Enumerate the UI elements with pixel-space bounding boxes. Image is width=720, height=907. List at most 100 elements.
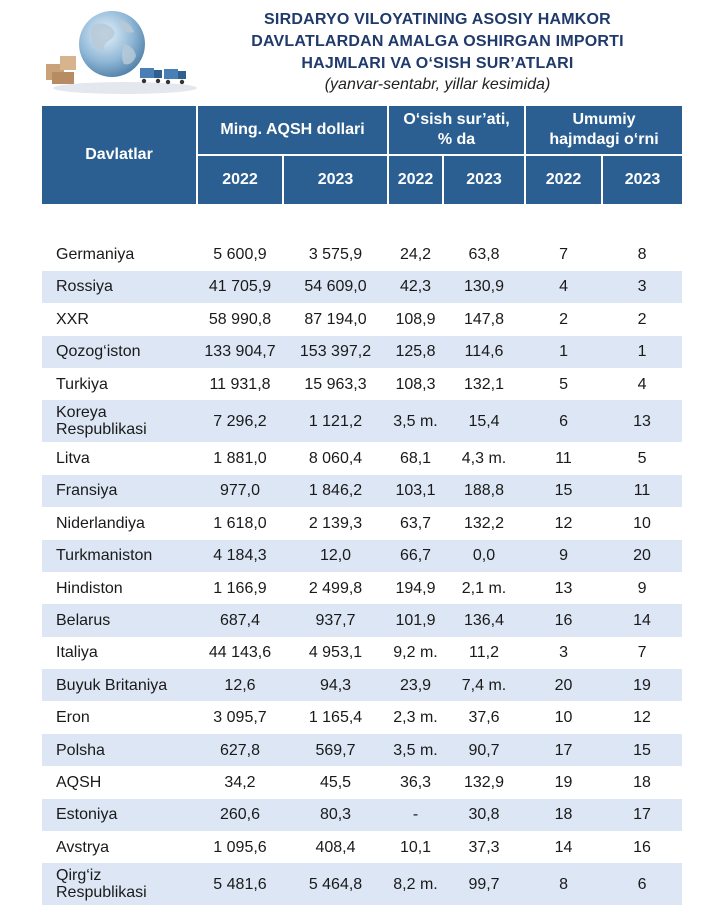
rank-2023: 10 [633,514,651,532]
rank-2022: 5 [559,375,568,393]
growth-2022: 194,9 [395,579,436,597]
rank-2023: 2 [637,310,647,328]
rank-2022: 17 [525,733,603,767]
title-line-1: SIRDARYO VILOYATINING ASOSIY HAMKOR [264,11,611,28]
growth-2023: 7,4 m. [443,669,526,702]
table-row: Buyuk Britaniya 12,6 94,3 23,9 7,4 m. 20… [42,669,683,702]
value-2022: 4 184,3 [197,539,283,572]
group-value-header: Ming. AQSH dollari [197,106,390,156]
value-2022: 58 990,8 [208,310,272,328]
rank-2022: 19 [554,773,573,791]
rank-2022: 6 [525,400,603,443]
growth-2023: 0,0 [443,539,526,572]
growth-2023: 99,7 [443,863,526,906]
country-name: Avstrya [56,838,110,856]
growth-2023: 114,6 [443,335,526,368]
value-2023: 569,7 [283,733,389,767]
country-name: Estoniya [42,798,197,832]
value-2022: 41 705,9 [197,270,283,304]
value-2022: 133 904,7 [197,335,283,368]
growth-2022: 101,9 [388,604,444,637]
value-2022: 12,6 [197,669,283,702]
country-name: Buyuk Britaniya [42,669,197,702]
value-2023: 408,4 [315,838,356,856]
growth-2023: 132,1 [463,375,505,393]
growth-2023: 132,2 [463,514,505,532]
rank-header-line-1: Umumiy [572,111,636,128]
value-2023: 937,7 [283,604,389,637]
table-row: Italiya 44 143,6 4 953,1 9,2 m. 11,2 3 7 [42,637,682,669]
rank-2023: 16 [633,838,651,856]
value-2022: 687,4 [197,604,283,637]
growth-2022: 10,1 [399,838,432,856]
value-2022: 1 881,0 [213,450,267,468]
country-name: Turkiya [56,375,108,393]
value-2022: 627,8 [197,733,283,767]
country-name: Germaniya [56,246,135,264]
year-header: 2022 [197,155,284,206]
table-row: Turkmaniston 4 184,3 12,0 66,7 0,0 9 20 [42,539,683,572]
rank-header-line-2: hajmdagi o‘rni [549,131,659,148]
rank-2022: 16 [525,604,603,637]
rank-2022: 2 [559,310,568,328]
growth-2023: 37,3 [468,838,500,856]
rank-2023: 11 [602,474,683,508]
table-row: Avstrya 1 095,6 408,4 10,1 37,3 14 16 [42,831,682,863]
rank-2022: 3 [559,644,568,662]
value-2023: 3 575,9 [308,246,363,264]
table-header-row-2: 2022 2023 2022 2023 2022 2023 [42,155,683,206]
growth-2022: 3,5 m. [388,400,444,443]
rank-2023: 19 [602,669,683,702]
globe-truck-logo [46,11,197,94]
table-row: Rossiya 41 705,9 54 609,0 42,3 130,9 4 3 [42,270,683,304]
rank-2023: 8 [637,246,647,264]
title-line-2: DAVLATLARDAN AMALGA OSHIRGAN IMPORTI [251,33,624,50]
growth-2022: 108,3 [395,375,436,393]
country-name: AQSH [56,773,102,791]
rank-2022: 14 [554,838,573,856]
country-name: Fransiya [42,474,197,508]
group-growth-header: O‘sish sur’ati, % da [388,106,527,156]
rank-2023: 12 [633,709,651,727]
value-2023: 15 963,3 [304,375,367,393]
title-line-3: HAJMLARI VA O‘SISH SUR’ATLARI [301,55,574,72]
growth-2023: 188,8 [443,474,526,508]
country-name: Polsha [42,733,197,767]
table-row: Germaniya 5 600,9 3 575,9 24,2 63,8 7 8 [42,238,682,270]
table-row: Turkiya 11 931,8 15 963,3 108,3 132,1 5 … [42,368,682,400]
growth-2022: 9,2 m. [393,644,438,662]
rank-2023: 4 [637,375,647,393]
country-name-line-1: Koreya [56,404,107,422]
country-name-line-2: Respublikasi [56,421,147,439]
rank-2022: 11 [555,450,572,468]
country-name: Qozog‘iston [42,335,197,368]
value-2023: 153 397,2 [283,335,389,368]
growth-2022: 2,3 m. [393,709,438,727]
year-header: 2022 [525,155,604,206]
table-row: AQSH 34,2 45,5 36,3 132,9 19 18 [42,766,682,798]
page-header: SIRDARYO VILOYATINING ASOSIY HAMKOR DAVL… [0,0,720,104]
year-header: 2023 [443,155,527,206]
rank-2022: 8 [525,863,603,906]
growth-2022: 68,1 [399,450,432,468]
rank-2023: 14 [602,604,683,637]
value-2022: 1 618,0 [213,514,267,532]
growth-2023: 147,8 [463,310,505,328]
growth-2022: 8,2 m. [388,863,444,906]
import-table: Davlatlar Ming. AQSH dollari O‘sish sur’… [42,106,683,906]
rank-2022: 7 [559,246,568,264]
rank-2022: 1 [525,335,603,368]
table-row: XXR 58 990,8 87 194,0 108,9 147,8 2 2 [42,303,682,335]
rank-2022: 9 [525,539,603,572]
country-name: XXR [56,310,89,328]
growth-2023: 132,9 [463,773,505,791]
group-rank-header: Umumiy hajmdagi o‘rni [525,106,683,156]
growth-2023: 130,9 [443,270,526,304]
growth-2023: 63,8 [468,246,500,264]
col-country-header: Davlatlar [42,106,198,206]
table-row: Litva 1 881,0 8 060,4 68,1 4,3 m. 11 5 [42,442,682,474]
rank-2023: 3 [602,270,683,304]
growth-2023: 136,4 [443,604,526,637]
growth-2023: 11,2 [469,644,499,662]
growth-2023: 37,6 [468,709,500,727]
